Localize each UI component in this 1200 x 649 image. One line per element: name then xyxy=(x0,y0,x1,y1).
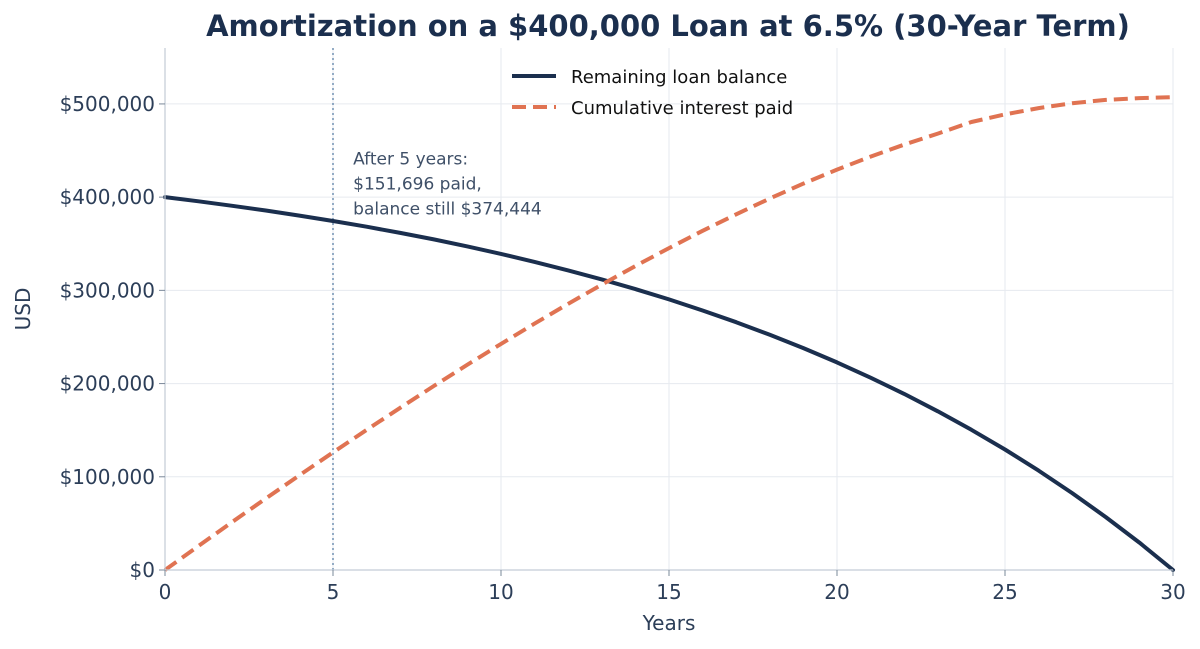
x-tick-label: 5 xyxy=(327,580,340,604)
legend-label-remaining-balance: Remaining loan balance xyxy=(571,67,787,88)
y-tick-label: $200,000 xyxy=(60,372,155,396)
chart-title: Amortization on a $400,000 Loan at 6.5% … xyxy=(206,9,1130,43)
series-line-cumulative-interest xyxy=(163,95,1174,572)
legend-label-cumulative-interest: Cumulative interest paid xyxy=(571,98,793,119)
annotation-line: After 5 years: xyxy=(353,150,468,170)
grid xyxy=(165,48,1174,570)
x-ticks: 0 5 10 15 20 25 30 xyxy=(159,570,1186,604)
series-group xyxy=(163,95,1175,572)
y-tick-label: $0 xyxy=(130,558,155,582)
x-tick-label: 0 xyxy=(159,580,172,604)
annotation: After 5 years: $151,696 paid, balance stil… xyxy=(353,150,542,220)
x-tick-label: 15 xyxy=(656,580,681,604)
y-ticks: $0 $100,000 $200,000 $300,000 $400,000 $500,0… xyxy=(60,92,165,582)
y-tick-label: $100,000 xyxy=(60,465,155,489)
x-tick-label: 25 xyxy=(992,580,1017,604)
series-line-remaining-balance xyxy=(163,195,1175,572)
x-tick-label: 30 xyxy=(1160,580,1185,604)
x-axis-label: Years xyxy=(642,611,696,635)
y-tick-label: $300,000 xyxy=(60,278,155,302)
y-tick-label: $500,000 xyxy=(60,92,155,116)
x-tick-label: 10 xyxy=(488,580,513,604)
y-tick-label: $400,000 xyxy=(60,185,155,209)
annotation-line: $151,696 paid, xyxy=(353,175,482,195)
annotation-line: balance still $374,444 xyxy=(353,200,542,220)
x-tick-label: 20 xyxy=(824,580,849,604)
y-axis-label: USD xyxy=(11,288,35,331)
legend: Remaining loan balance Cumulative interes… xyxy=(512,67,793,119)
